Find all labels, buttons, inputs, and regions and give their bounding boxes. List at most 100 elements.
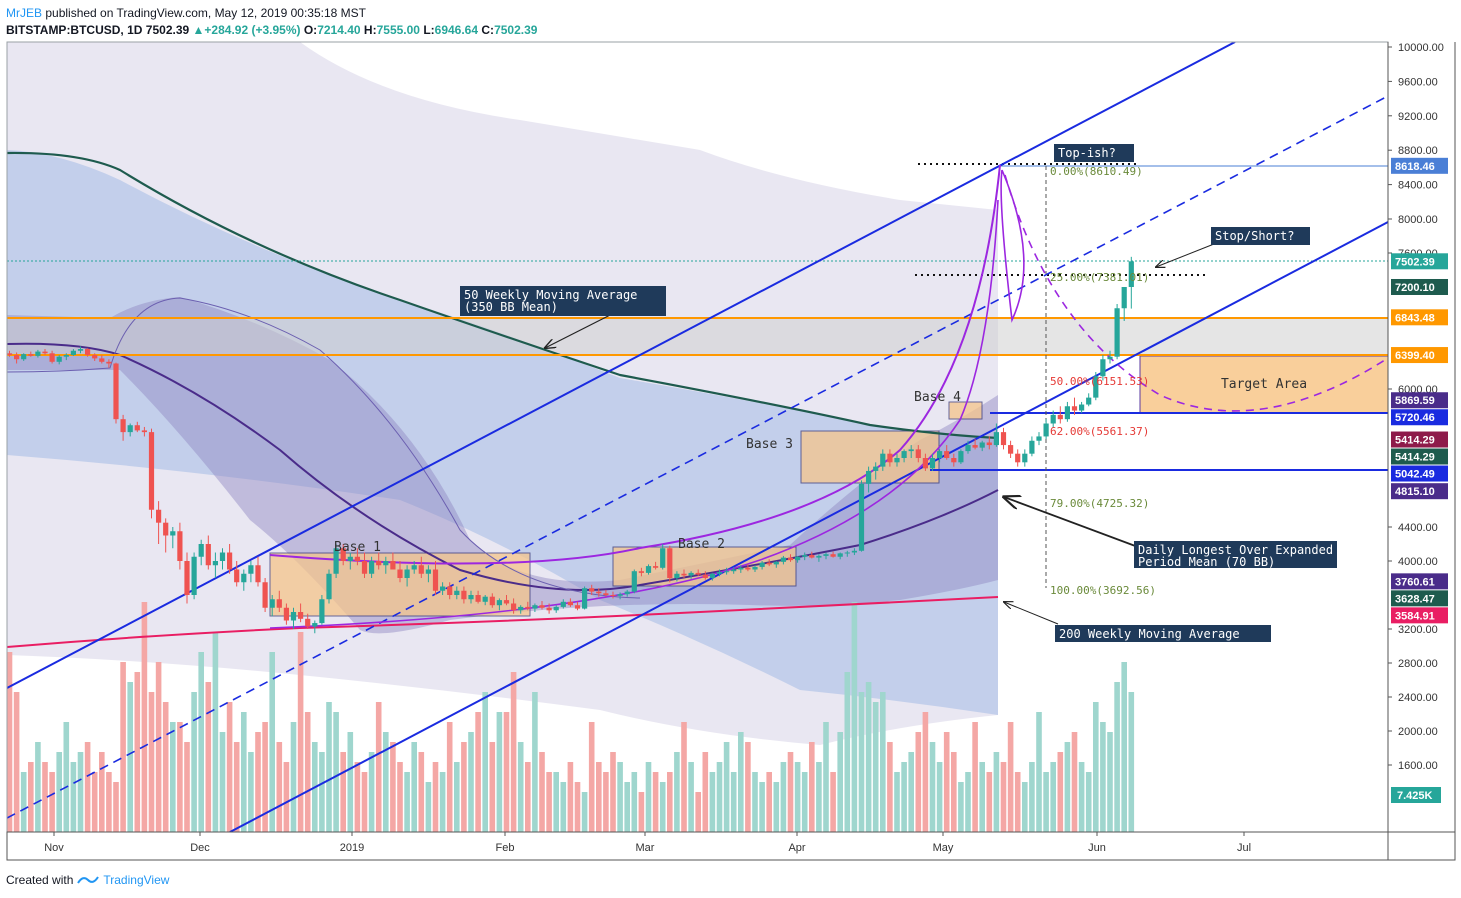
candle-body <box>418 565 424 574</box>
candle-body <box>631 571 637 592</box>
candle-body <box>1000 432 1007 446</box>
target-area-label: Target Area <box>1221 377 1307 392</box>
candle-body <box>219 552 226 561</box>
x-tick-label: Nov <box>44 842 64 854</box>
daily-mean-note-text: Daily Longest Over Expanded <box>1138 543 1333 557</box>
candle-body <box>560 601 566 607</box>
candle-body <box>709 573 715 578</box>
candle-body <box>759 562 765 567</box>
ma200-line <box>7 596 999 648</box>
base-2-box <box>612 546 797 587</box>
fib-label: 100.00%(3692.56) <box>1050 584 1156 597</box>
price-label-tag <box>1391 448 1448 465</box>
volume-bar <box>872 702 879 832</box>
volume-bar <box>709 772 716 832</box>
price-label-tag <box>1391 157 1448 174</box>
volume-bar <box>652 772 659 832</box>
x-tick-label: Dec <box>190 842 210 854</box>
candle-body <box>1079 404 1085 411</box>
candle-body <box>929 458 936 469</box>
candle-body <box>454 590 460 595</box>
candle-body <box>582 588 588 609</box>
volume-bar <box>1078 762 1085 832</box>
volume-bar <box>170 722 176 832</box>
candle-body <box>298 612 304 619</box>
volume-tag <box>1391 787 1441 803</box>
volume-bar <box>13 692 20 832</box>
candle-body <box>28 354 34 356</box>
volume-bar <box>1050 762 1056 832</box>
candle-body <box>290 612 297 621</box>
volume-bar <box>496 712 503 832</box>
parabola-inner <box>269 199 999 629</box>
candle-body <box>163 522 169 536</box>
volume-bar <box>915 732 922 832</box>
candle-body <box>361 561 368 574</box>
candle-body <box>255 565 261 583</box>
candle-body <box>901 451 907 458</box>
candle-body <box>851 550 857 553</box>
volume-bar <box>581 792 588 832</box>
x-tick-label: Feb <box>496 842 515 854</box>
candle-body <box>823 554 829 556</box>
tradingview-link[interactable]: TradingView <box>103 873 170 887</box>
candle-body <box>56 356 62 362</box>
volume-bar <box>617 762 623 832</box>
candle-body <box>1043 423 1049 437</box>
x-tick-label: May <box>933 842 954 854</box>
x-tick-label: Jul <box>1237 842 1251 854</box>
volume-bar <box>596 762 602 832</box>
volume-bar <box>1064 742 1071 832</box>
candle-body <box>596 591 602 594</box>
author-link[interactable]: MrJEB <box>6 6 42 20</box>
candle-body <box>738 567 744 570</box>
candle-body <box>1022 453 1028 463</box>
volume-bar <box>432 762 439 832</box>
candle-body <box>376 561 382 566</box>
volume-bar <box>1014 772 1021 832</box>
volume-bar <box>120 662 126 832</box>
volume-bar <box>787 752 794 832</box>
volume-bar <box>929 742 936 832</box>
volume-bar <box>1036 712 1042 832</box>
candle-body <box>177 531 183 561</box>
volume-bar <box>255 732 261 832</box>
volume-bar <box>880 692 886 832</box>
symbol-label[interactable]: BITSTAMP:BTCUSD, 1D <box>6 23 143 37</box>
footer: Created with TradingView <box>6 873 169 887</box>
candle-body <box>269 599 275 608</box>
channel-upper <box>7 42 1236 689</box>
daily-mean-note-box <box>1134 541 1337 568</box>
high-value: 7555.00 <box>376 23 420 37</box>
candle-body <box>993 432 999 446</box>
volume-bar <box>439 772 446 832</box>
candle-body <box>468 595 474 600</box>
volume-bar <box>290 722 297 832</box>
candle-body <box>937 451 943 458</box>
candle-body <box>489 596 495 606</box>
volume-bar <box>226 702 233 832</box>
volume-bar <box>716 762 723 832</box>
volume-bar <box>233 742 240 832</box>
volume-bar <box>262 722 268 832</box>
volume-bar <box>191 692 197 832</box>
candle-body <box>127 425 133 433</box>
candle-body <box>979 442 985 448</box>
candle-body <box>85 349 91 355</box>
volume-bar <box>390 742 396 832</box>
volume-bar <box>162 702 169 832</box>
base-2-label: Base 2 <box>678 537 725 552</box>
price-label-tag <box>1391 573 1448 590</box>
volume-bar <box>674 752 680 832</box>
base-3-label: Base 3 <box>746 437 793 452</box>
price-label-tag <box>1391 392 1448 409</box>
candle-body <box>113 363 119 420</box>
volume-bar <box>91 772 98 832</box>
price-label-text: 5869.59 <box>1395 395 1435 407</box>
volume-bar <box>319 752 325 832</box>
price-label-tag <box>1391 465 1448 482</box>
up-arrow-icon: ▲ <box>192 23 205 37</box>
volume-bar <box>560 782 567 832</box>
candle-body <box>674 573 680 578</box>
